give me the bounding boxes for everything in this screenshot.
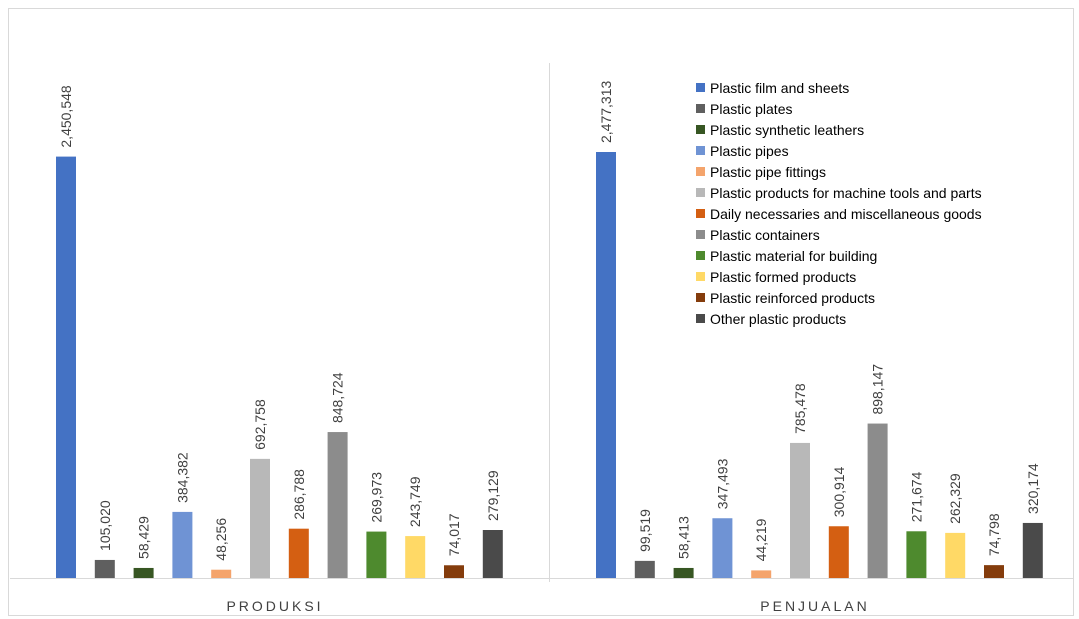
legend-swatch (696, 272, 705, 281)
legend-item: Plastic film and sheets (696, 77, 982, 98)
legend-item: Plastic reinforced products (696, 287, 982, 308)
data-label: 300,914 (831, 466, 847, 517)
legend-label: Plastic plates (710, 100, 793, 117)
legend-item: Other plastic products (696, 308, 982, 329)
data-label: 262,329 (947, 473, 963, 524)
bar (327, 432, 348, 578)
data-label: 320,174 (1025, 463, 1041, 514)
legend-label: Daily necessaries and miscellaneous good… (710, 205, 982, 222)
bar (94, 559, 115, 578)
legend-item: Plastic plates (696, 98, 982, 119)
legend-item: Plastic pipe fittings (696, 161, 982, 182)
legend-label: Plastic material for building (710, 247, 878, 264)
bar (405, 536, 426, 578)
bars-layer (56, 152, 1043, 578)
data-label: 58,413 (676, 516, 692, 559)
bar (634, 560, 655, 578)
bar (444, 565, 464, 578)
data-label: 48,256 (213, 518, 229, 561)
legend-swatch (696, 125, 705, 134)
bar (1022, 522, 1043, 578)
data-label: 105,020 (97, 500, 113, 551)
data-label: 44,219 (753, 518, 769, 561)
bar (673, 567, 694, 578)
bar (984, 565, 1004, 578)
data-label: 99,519 (637, 509, 653, 552)
legend-swatch (696, 146, 705, 155)
bar (945, 532, 966, 578)
data-label: 785,478 (792, 383, 808, 434)
legend-label: Plastic containers (710, 226, 820, 243)
legend-label: Plastic film and sheets (710, 79, 850, 96)
data-label: 347,493 (714, 458, 730, 509)
category-label: PRODUKSI (226, 598, 323, 614)
legend-item: Plastic formed products (696, 266, 982, 287)
bar (751, 570, 772, 578)
data-label: 692,758 (252, 399, 268, 450)
data-label: 848,724 (330, 372, 346, 423)
data-label: 286,788 (291, 469, 307, 520)
legend-label: Plastic reinforced products (710, 289, 875, 306)
data-label: 74,017 (446, 513, 462, 556)
data-label: 2,477,313 (598, 81, 614, 143)
legend-swatch (696, 167, 705, 176)
data-label: 279,129 (485, 470, 501, 521)
legend-label: Other plastic products (710, 310, 847, 327)
bar (482, 530, 503, 578)
data-label: 243,749 (407, 476, 423, 527)
data-label: 269,973 (368, 472, 384, 523)
legend-swatch (696, 293, 705, 302)
legend-swatch (696, 251, 705, 260)
legend-label: Plastic formed products (710, 268, 857, 285)
legend-label: Plastic pipes (710, 142, 789, 159)
bar (790, 442, 810, 578)
bar (211, 569, 232, 578)
legend-swatch (696, 104, 705, 113)
bar (828, 526, 849, 578)
bar (172, 511, 193, 578)
axis-layer (10, 63, 1073, 582)
legend-item: Daily necessaries and miscellaneous good… (696, 203, 982, 224)
legend: Plastic film and sheets Plastic plates Pla… (696, 77, 982, 329)
data-labels-layer: 2,450,548 105,020 58,429 384,382 48,256 692,7… (58, 81, 1041, 562)
bar (366, 531, 387, 578)
data-label: 271,674 (908, 471, 924, 522)
legend-swatch (696, 188, 705, 197)
legend-label: Plastic synthetic leathers (710, 121, 865, 138)
legend-item: Plastic synthetic leathers (696, 119, 982, 140)
bar (56, 156, 76, 578)
legend-swatch (696, 314, 705, 323)
bar (288, 528, 309, 578)
legend-item: Plastic pipes (696, 140, 982, 161)
legend-swatch (696, 83, 705, 92)
bar (250, 458, 270, 578)
legend-swatch (696, 230, 705, 239)
category-labels-layer: PRODUKSI PENJUALAN (226, 598, 869, 614)
legend-label: Plastic pipe fittings (710, 163, 826, 180)
legend-item: Plastic material for building (696, 245, 982, 266)
legend-item: Plastic containers (696, 224, 982, 245)
data-label: 74,798 (986, 513, 1002, 556)
bar (906, 531, 927, 578)
legend-label: Plastic products for machine tools and p… (710, 184, 982, 201)
data-label: 2,450,548 (58, 85, 74, 147)
legend-swatch (696, 209, 705, 218)
bar (712, 518, 733, 578)
data-label: 384,382 (174, 452, 190, 503)
bar (596, 152, 616, 578)
legend-item: Plastic products for machine tools and p… (696, 182, 982, 203)
bar (867, 423, 888, 578)
category-label: PENJUALAN (760, 598, 869, 614)
data-label: 58,429 (136, 516, 152, 559)
bar (133, 567, 154, 578)
data-label: 898,147 (870, 364, 886, 415)
